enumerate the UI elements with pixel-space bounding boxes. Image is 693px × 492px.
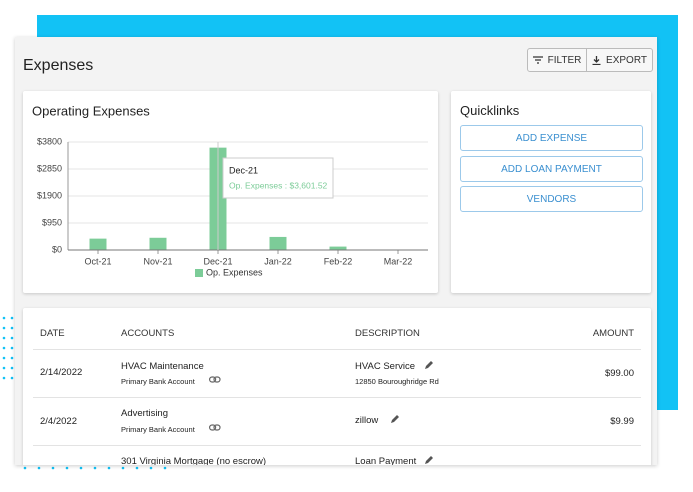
filter-label: FILTER — [547, 54, 582, 66]
dot — [10, 326, 14, 330]
column-header: DATE — [40, 328, 65, 339]
dot — [23, 466, 27, 470]
link-icon[interactable] — [209, 424, 221, 432]
dot — [2, 356, 6, 360]
add-expense-link[interactable]: ADD EXPENSE — [460, 125, 643, 151]
chart-card: Operating Expenses $0 $950 $1900 $2850 $3800… — [23, 91, 438, 293]
column-header: AMOUNT — [592, 328, 634, 339]
x-tick-label: Oct-21 — [84, 256, 111, 266]
column-header: ACCOUNTS — [121, 328, 175, 339]
dot — [149, 466, 153, 470]
legend-swatch — [195, 269, 203, 277]
dot — [2, 326, 6, 330]
chart: Operating Expenses $0 $950 $1900 $2850 $3800… — [32, 103, 428, 277]
add-loan-payment-link[interactable]: ADD LOAN PAYMENT — [460, 156, 643, 182]
amount: $9.99 — [610, 416, 634, 427]
row-divider — [33, 349, 641, 350]
row-divider — [33, 445, 641, 446]
dots — [2, 316, 167, 470]
dot — [163, 466, 167, 470]
date: 2/4/2022 — [40, 416, 77, 427]
dot — [93, 466, 97, 470]
bank: Primary Bank Account — [121, 377, 195, 386]
column-header: DESCRIPTION — [355, 328, 420, 339]
dot — [37, 466, 41, 470]
dot — [10, 346, 14, 350]
dot — [2, 316, 6, 320]
quicklinks-card: Quicklinks ADD EXPENSE ADD LOAN PAYMENT … — [451, 91, 651, 293]
bar — [89, 238, 107, 250]
link-icon[interactable] — [209, 376, 221, 384]
dot — [2, 336, 6, 340]
bar — [269, 236, 287, 250]
x-tick-label: Jan-22 — [264, 256, 292, 266]
tooltip-value: Op. Expenses : $3,601.52 — [229, 180, 328, 190]
filter-button[interactable]: FILTER — [528, 49, 587, 71]
dot — [65, 466, 69, 470]
panel: Expenses FILTER EXPORT Operating Expense… — [15, 37, 657, 465]
chart-title: Operating Expenses — [32, 103, 150, 118]
edit-icon[interactable] — [424, 455, 434, 465]
dot — [107, 466, 111, 470]
dot — [2, 376, 6, 380]
row-divider — [33, 397, 641, 398]
dot — [10, 356, 14, 360]
x-tick-label: Dec-21 — [203, 256, 232, 266]
dot — [10, 376, 14, 380]
bar — [329, 246, 347, 250]
dot — [51, 466, 55, 470]
amount: $99.00 — [604, 368, 634, 379]
export-button[interactable]: EXPORT — [587, 49, 652, 71]
bank: Primary Bank Account — [121, 425, 195, 434]
dot — [121, 466, 125, 470]
date: 2/14/2022 — [40, 367, 83, 378]
dot — [79, 466, 83, 470]
y-tick-label: $2850 — [37, 163, 62, 173]
export-icon — [592, 55, 601, 65]
edit-icon[interactable] — [390, 414, 400, 424]
description: zillow — [355, 415, 379, 426]
dot — [2, 366, 6, 370]
filter-icon — [532, 56, 543, 64]
y-tick-label: $0 — [52, 244, 62, 254]
dot — [10, 336, 14, 340]
quicklinks-title: Quicklinks — [460, 103, 520, 118]
vendors-link[interactable]: VENDORS — [460, 186, 643, 212]
dot — [10, 366, 14, 370]
dot — [135, 466, 139, 470]
export-label: EXPORT — [606, 54, 647, 66]
x-tick-label: Mar-22 — [384, 256, 413, 266]
y-tick-label: $1900 — [37, 190, 62, 200]
table-card: DATE ACCOUNTS DESCRIPTION AMOUNT 2/14/20… — [23, 308, 651, 465]
page-title: Expenses — [23, 57, 94, 74]
bar — [149, 237, 167, 250]
description: Loan Payment — [355, 456, 417, 465]
address: 12850 Bouroughridge Rd — [355, 377, 439, 386]
dot — [10, 316, 14, 320]
y-tick-label: $950 — [42, 217, 62, 227]
y-tick-label: $3800 — [37, 136, 62, 146]
edit-icon[interactable] — [424, 360, 434, 370]
tooltip — [222, 157, 334, 199]
button-group: FILTER EXPORT — [527, 48, 653, 72]
tooltip-title: Dec-21 — [229, 165, 258, 175]
account: Advertising — [121, 408, 168, 419]
x-tick-label: Nov-21 — [143, 256, 172, 266]
account: 301 Virginia Mortgage (no escrow) — [121, 456, 267, 465]
account: HVAC Maintenance — [121, 361, 204, 372]
description: HVAC Service — [355, 361, 416, 372]
legend-label: Op. Expenses — [206, 267, 263, 277]
x-tick-label: Feb-22 — [324, 256, 353, 266]
dot — [2, 346, 6, 350]
